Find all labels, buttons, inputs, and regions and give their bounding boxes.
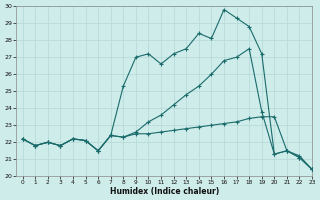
X-axis label: Humidex (Indice chaleur): Humidex (Indice chaleur) <box>109 187 219 196</box>
